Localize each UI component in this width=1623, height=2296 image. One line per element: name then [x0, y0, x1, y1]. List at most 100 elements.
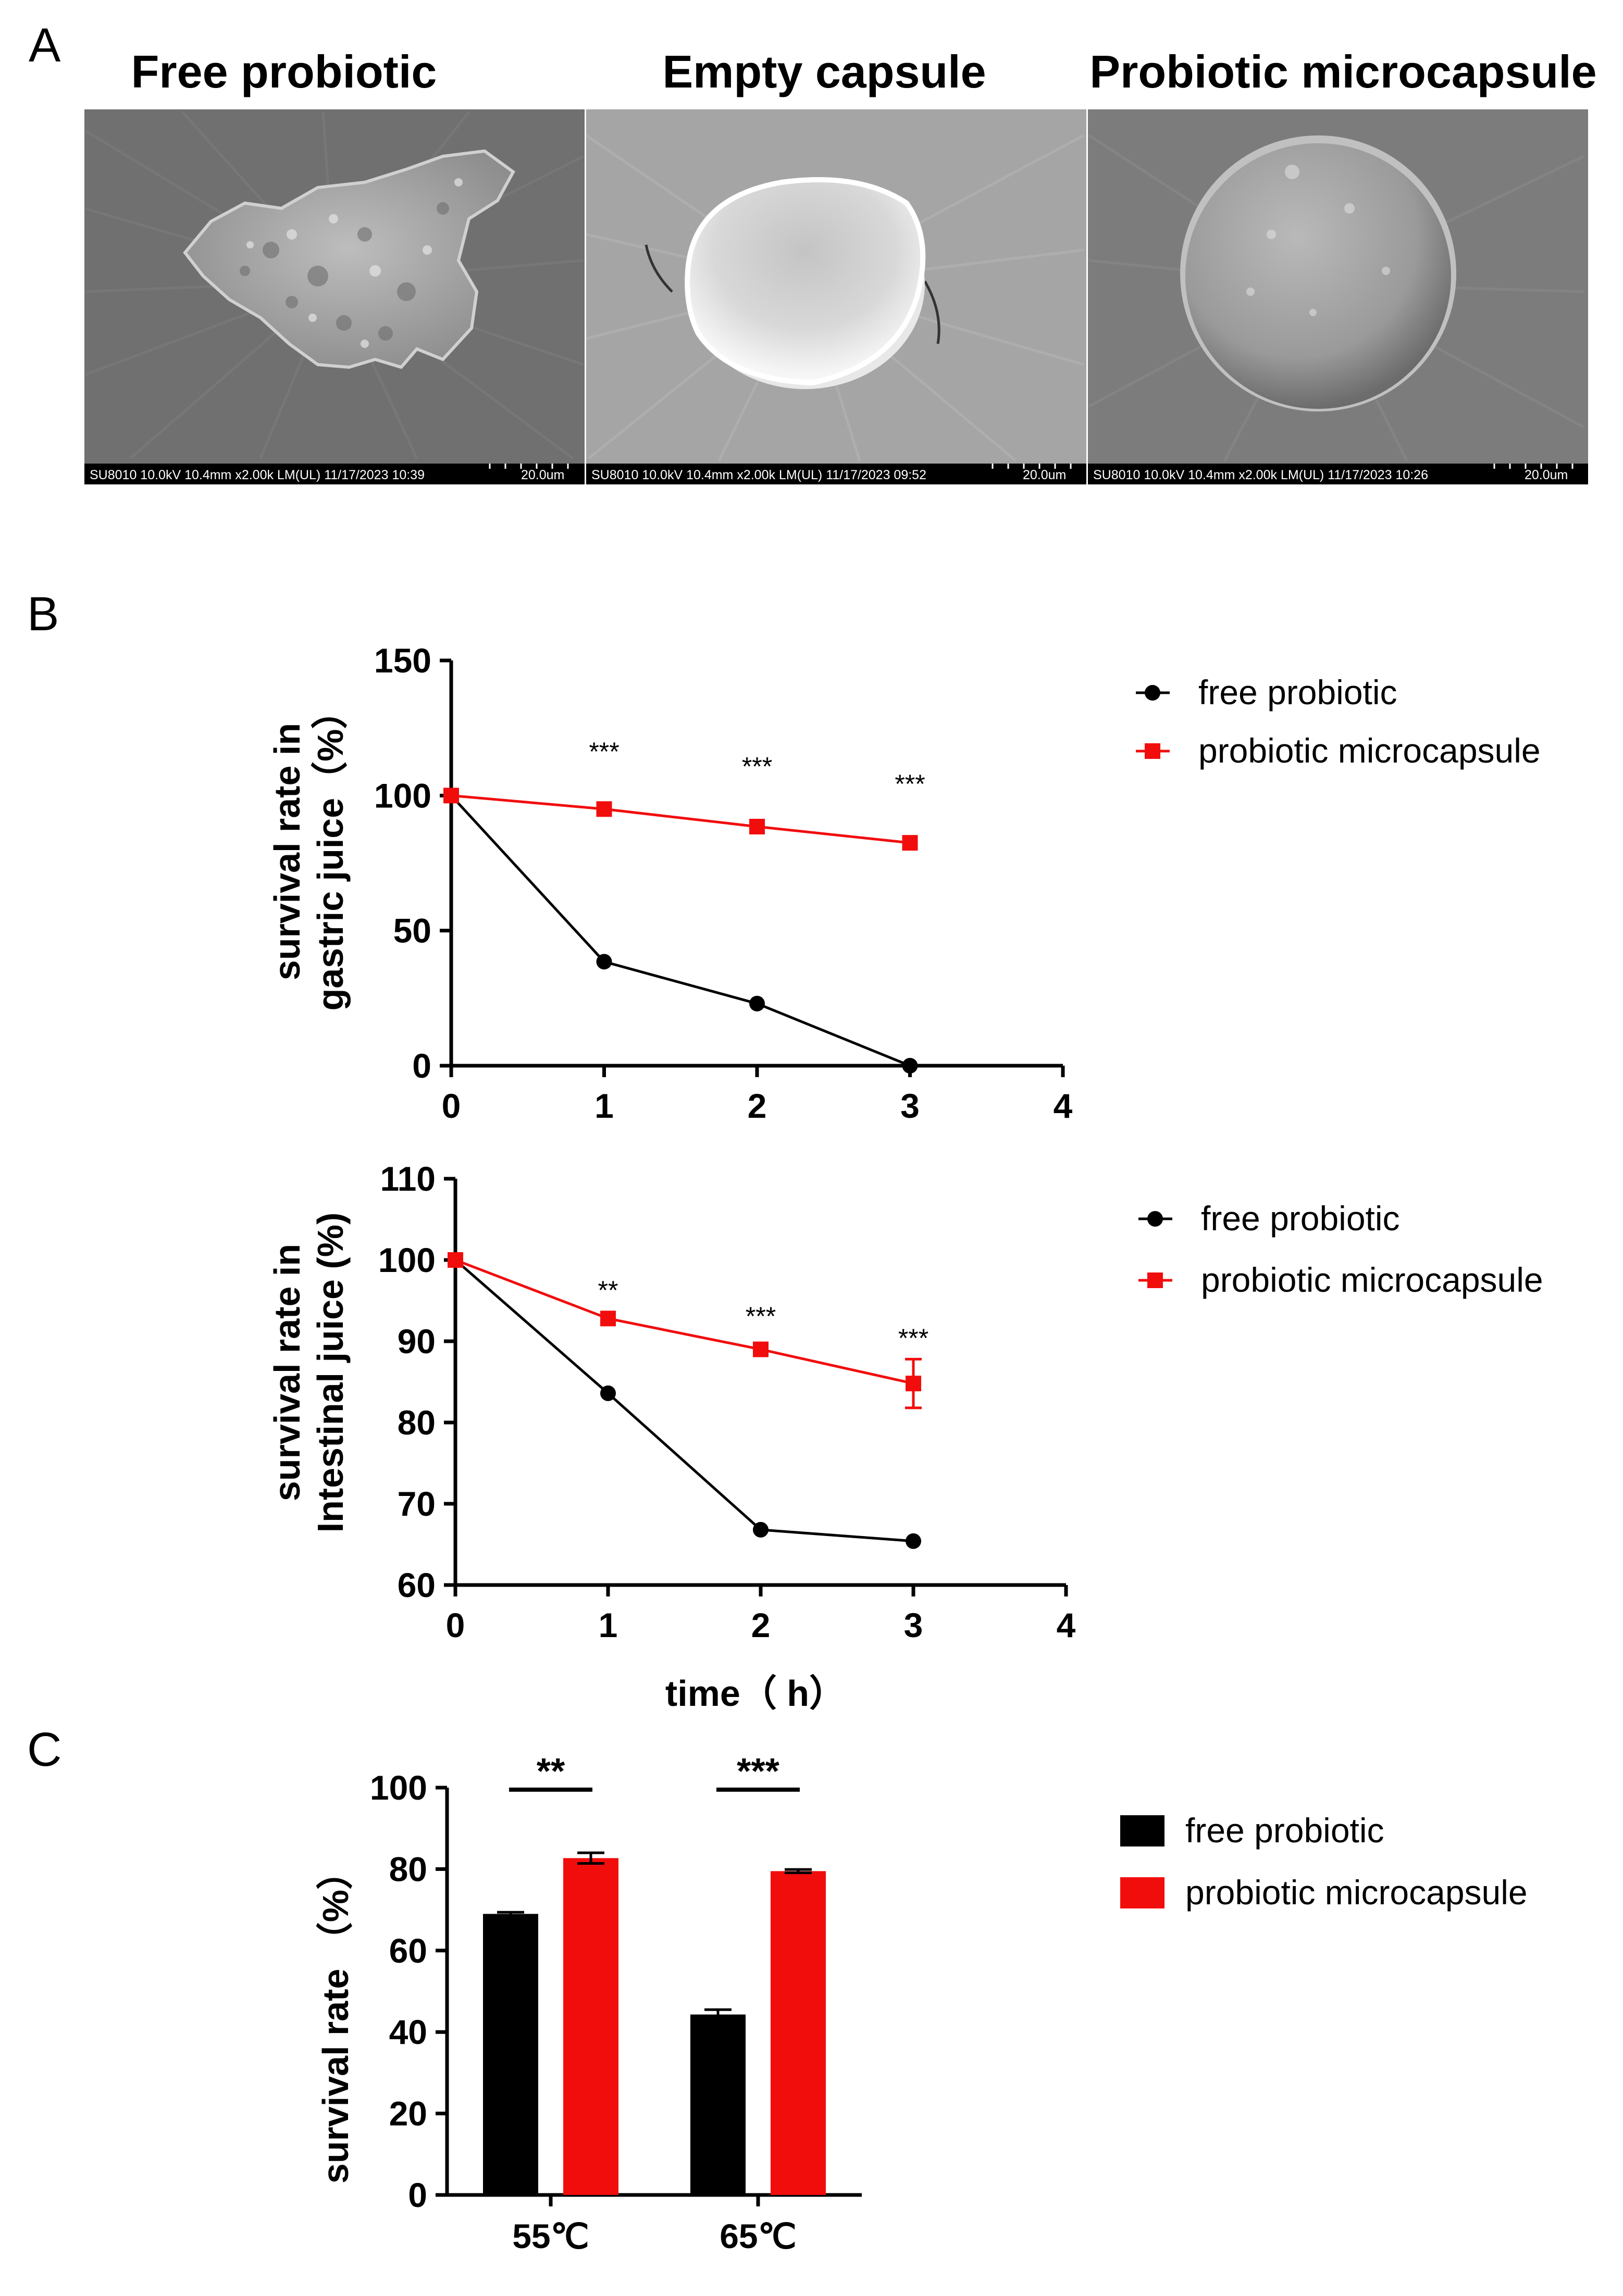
chart-gastric: 0 1 2 3 4 0 50 100 150 *** *** *** survival rate i…: [267, 641, 1073, 1125]
gastric-point-free: [596, 954, 612, 970]
gastric-significance-label: ***: [895, 769, 925, 798]
gastric-x-tick-label: 0: [442, 1087, 461, 1125]
gastric-ylabel-line1: survival rate in: [267, 723, 307, 980]
panel-label-c: C: [27, 1723, 61, 1776]
gastric-point-free: [902, 1058, 918, 1074]
gastric-series-line-micro: [451, 794, 910, 844]
sem-title-empty: Empty capsule: [662, 46, 986, 97]
legend-heat-micro-label: probiotic microcapsule: [1185, 1873, 1528, 1912]
heat-significance-label: **: [537, 1751, 565, 1791]
intestinal-y-tick-label: 80: [398, 1403, 436, 1442]
legend-gastric-micro-marker: [1145, 743, 1160, 759]
heat-y-tick-label: 60: [389, 1931, 427, 1970]
intestinal-significance-label: ***: [746, 1302, 776, 1331]
legend-intestinal-free-label: free probiotic: [1201, 1199, 1400, 1238]
heat-bar-free: [690, 2014, 746, 2195]
intestinal-y-tick-label: 100: [378, 1241, 436, 1279]
legend-intestinal-micro-label: probiotic microcapsule: [1201, 1261, 1543, 1299]
legend-intestinal-micro-marker: [1147, 1272, 1163, 1288]
gastric-y-tick-label: 100: [374, 776, 431, 815]
sem-image-free: [83, 109, 585, 464]
gastric-x-tick-label: 1: [594, 1087, 614, 1125]
sem-info-text-empty: SU8010 10.0kV 10.4mm x2.00k LM(UL) 11/17…: [591, 468, 926, 482]
sem-info-bar-free: SU8010 10.0kV 10.4mm x2.00k LM(UL) 11/17…: [84, 464, 585, 484]
gastric-point-micro: [902, 835, 918, 851]
gastric-series-line-free: [450, 794, 911, 1067]
intestinal-annotations: ********: [598, 1276, 929, 1353]
sem-image-empty: [585, 109, 1086, 464]
heat-significance-label: ***: [737, 1751, 779, 1791]
intestinal-ylabel-line2: Intestinal juice (%): [310, 1213, 351, 1533]
heat-axes: 0 20 40 60 80 100 55℃ 65℃: [370, 1768, 862, 2255]
intestinal-x-tick-label: 2: [751, 1606, 771, 1644]
intestinal-xlabel: time（ h）: [665, 1673, 846, 1714]
legend-intestinal: free probiotic probiotic microcapsule: [1138, 1199, 1543, 1299]
gastric-point-micro: [596, 801, 612, 817]
intestinal-series-line-free: [454, 1259, 914, 1543]
intestinal-point-free: [906, 1533, 921, 1549]
heat-x-tick-label: 55℃: [512, 2217, 589, 2255]
intestinal-point-free: [600, 1385, 616, 1401]
intestinal-axes: 0 1 2 3 4 60 70 80 90 100 110: [378, 1159, 1076, 1644]
heat-bar-free: [483, 1914, 538, 2195]
intestinal-ylabel-line1: survival rate in: [267, 1244, 307, 1501]
heat-bars: [483, 1851, 826, 2195]
intestinal-y-tick-label: 70: [398, 1484, 436, 1523]
intestinal-x-tick-label: 4: [1057, 1606, 1076, 1644]
legend-heat: free probiotic probiotic microcapsule: [1120, 1811, 1528, 1912]
intestinal-series: [448, 1252, 922, 1549]
sem-title-free: Free probiotic: [131, 46, 437, 97]
legend-heat-micro-swatch: [1120, 1877, 1164, 1908]
intestinal-significance-label: **: [598, 1276, 618, 1305]
gastric-ylabel-line2: gastric juice（%）: [310, 693, 351, 1011]
sem-info-bar-micro: SU8010 10.0kV 10.4mm x2.00k LM(UL) 11/17…: [1088, 464, 1588, 484]
heat-ylabel: survival rate （%）: [315, 1853, 356, 2183]
heat-x-tick-label: 65℃: [720, 2217, 797, 2255]
sem-scale-text-free: 20.0um: [521, 468, 564, 482]
intestinal-series-line-micro: [455, 1258, 914, 1385]
gastric-x-tick-label: 4: [1054, 1087, 1073, 1125]
heat-significance: ** ***: [509, 1751, 800, 1792]
gastric-y-tick-label: 50: [393, 912, 431, 950]
heat-y-tick-label: 100: [370, 1768, 427, 1807]
panel-label-b: B: [27, 588, 59, 641]
legend-gastric: free probiotic probiotic microcapsule: [1136, 673, 1541, 770]
intestinal-y-tick-label: 60: [398, 1566, 436, 1604]
gastric-axes: 0 1 2 3 4 0 50 100 150: [374, 641, 1073, 1125]
gastric-point-micro: [443, 788, 459, 804]
gastric-significance-label: ***: [742, 752, 772, 781]
gastric-y-tick-label: 0: [412, 1046, 431, 1085]
intestinal-x-tick-label: 1: [599, 1606, 618, 1644]
intestinal-y-tick-label: 90: [398, 1322, 436, 1361]
legend-heat-free-label: free probiotic: [1185, 1811, 1384, 1850]
intestinal-y-tick-label: 110: [380, 1159, 436, 1198]
intestinal-point-micro: [753, 1341, 769, 1357]
legend-gastric-free-label: free probiotic: [1198, 673, 1397, 712]
sem-info-text-micro: SU8010 10.0kV 10.4mm x2.00k LM(UL) 11/17…: [1093, 468, 1428, 482]
heat-y-tick-label: 80: [389, 1850, 427, 1888]
gastric-significance-label: ***: [589, 737, 619, 766]
sem-scale-text-micro: 20.0um: [1525, 468, 1568, 482]
gastric-annotations: *** *** ***: [589, 737, 925, 798]
heat-y-tick-label: 40: [389, 2013, 427, 2051]
sem-scale-text-empty: 20.0um: [1023, 468, 1066, 482]
intestinal-point-micro: [600, 1311, 616, 1327]
gastric-series: [443, 788, 918, 1074]
gastric-point-free: [749, 995, 765, 1012]
panel-label-a: A: [29, 19, 61, 72]
intestinal-x-tick-label: 3: [904, 1606, 923, 1644]
intestinal-x-tick-label: 0: [446, 1606, 465, 1644]
intestinal-significance-label: ***: [898, 1324, 928, 1353]
sem-info-text-free: SU8010 10.0kV 10.4mm x2.00k LM(UL) 11/17…: [90, 468, 425, 482]
gastric-x-tick-label: 3: [900, 1087, 920, 1125]
heat-bar-micro: [771, 1871, 826, 2195]
sem-info-bar-empty: SU8010 10.0kV 10.4mm x2.00k LM(UL) 11/17…: [586, 464, 1086, 484]
sem-image-micro: [1088, 109, 1588, 464]
heat-bar-micro: [563, 1858, 618, 2195]
heat-y-tick-label: 20: [389, 2094, 427, 2133]
gastric-y-tick-label: 150: [374, 641, 431, 680]
intestinal-point-free: [753, 1521, 769, 1538]
heat-y-tick-label: 0: [408, 2176, 427, 2214]
